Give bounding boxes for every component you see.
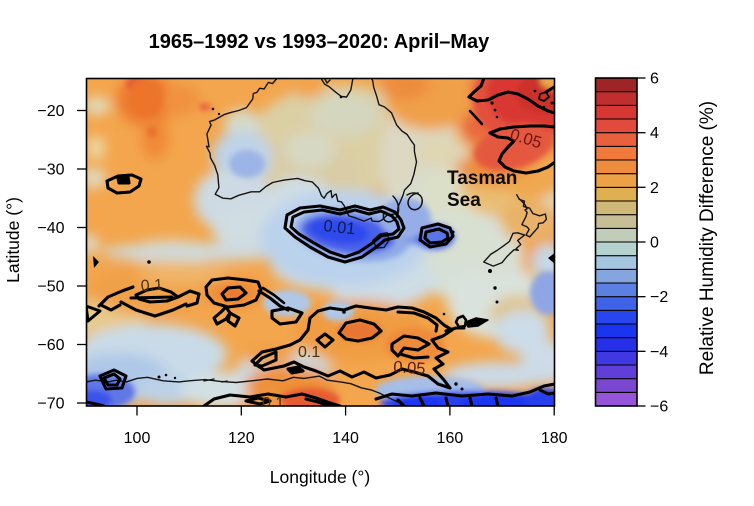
svg-text:0.05: 0.05 [393, 358, 426, 378]
svg-text:1965–1992 vs 1993–2020: April–: 1965–1992 vs 1993–2020: April–May [149, 31, 491, 53]
svg-text:−2: −2 [650, 289, 668, 306]
svg-text:120: 120 [228, 430, 255, 447]
svg-text:0.1: 0.1 [298, 344, 320, 361]
svg-text:140: 140 [332, 430, 359, 447]
svg-text:0.1: 0.1 [262, 395, 284, 412]
svg-text:−4: −4 [650, 344, 668, 361]
svg-text:180: 180 [541, 430, 568, 447]
svg-text:100: 100 [124, 430, 151, 447]
svg-text:−30: −30 [37, 162, 64, 179]
svg-text:−40: −40 [37, 220, 64, 237]
svg-text:Latitude (°): Latitude (°) [3, 197, 23, 283]
svg-text:2: 2 [650, 180, 659, 197]
svg-text:−6: −6 [650, 399, 668, 416]
svg-text:4: 4 [650, 125, 659, 142]
svg-text:160: 160 [437, 430, 464, 447]
svg-text:−20: −20 [37, 103, 64, 120]
svg-text:6: 6 [650, 71, 659, 88]
svg-text:−60: −60 [37, 337, 64, 354]
svg-text:Relative Humidity Difference (: Relative Humidity Difference (%) [697, 101, 718, 375]
svg-text:0: 0 [650, 235, 659, 252]
svg-text:Sea: Sea [447, 190, 481, 211]
svg-text:Tasman: Tasman [447, 168, 517, 189]
svg-text:0.1: 0.1 [140, 277, 163, 295]
svg-text:−70: −70 [37, 396, 64, 413]
svg-text:0.01: 0.01 [323, 217, 357, 238]
svg-text:Longitude (°): Longitude (°) [270, 467, 370, 487]
svg-text:−50: −50 [37, 279, 64, 296]
